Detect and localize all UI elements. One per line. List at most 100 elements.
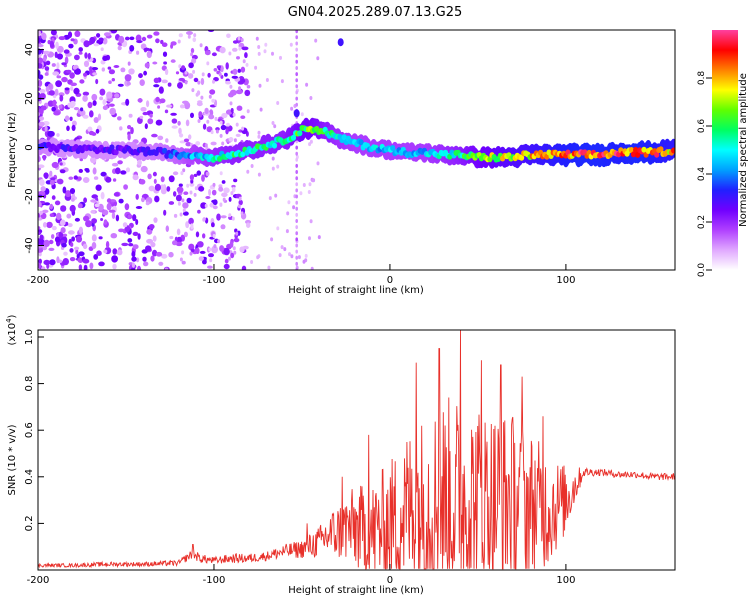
spectrogram-noise-cell [270, 237, 274, 242]
spectrogram-streak-cell [295, 96, 299, 101]
spectrogram-noise-cell [241, 46, 249, 51]
spectrogram-noise-cell [131, 267, 136, 270]
spectrogram-noise-cell [129, 36, 135, 41]
spectrogram-noise-cell [78, 251, 85, 257]
spectrogram-streak-cell [295, 249, 299, 254]
colorbar-ticks: 0.0 0.2 0.4 0.6 0.8 [697, 71, 712, 277]
spectrogram-noise-cell [309, 96, 313, 100]
spectrogram-noise-cell [237, 36, 241, 41]
snr-frame [37, 329, 676, 571]
spectrogram-noise-cell [220, 215, 227, 219]
spectrogram-noise-cell [68, 176, 74, 180]
spectrogram-noise-cell [45, 86, 50, 93]
spectrogram-noise-cell [87, 126, 93, 132]
spectrogram-noise-cell [225, 128, 229, 135]
spectrogram-ridge-cell [630, 151, 637, 158]
spectrogram-noise-cell [146, 50, 152, 59]
spectrogram-noise-cell [185, 119, 190, 127]
spectrogram-noise-cell [105, 241, 110, 249]
spectrogram-noise-cell [153, 217, 158, 223]
spectrogram-noise-cell [128, 113, 133, 118]
snr-ytick-label: 0.8 [24, 376, 35, 392]
spectrogram-ridge-cell [390, 145, 396, 151]
spectrogram-ytick-label: 40 [24, 43, 35, 56]
spectrogram-noise-cell [297, 255, 301, 260]
spectrogram-noise-cell [59, 94, 64, 102]
spectrogram-noise-cell [65, 190, 72, 198]
spectrogram-noise-cell [39, 116, 45, 121]
spectrogram-noise-cell [58, 36, 66, 41]
spectrogram-noise-cell [83, 197, 87, 203]
spectrogram-ridge-cell [628, 147, 635, 153]
spectrogram-noise-cell [158, 261, 164, 266]
spectrogram-noise-cell [232, 47, 238, 52]
spectrogram-noise-cell [206, 126, 213, 133]
spectrogram-noise-cell [64, 115, 70, 122]
spectrogram-noise-cell [94, 203, 100, 208]
spectrogram-ridge-cell [671, 147, 675, 154]
spectrogram-ridge-cell [519, 154, 525, 161]
spectrogram-noise-cell [283, 247, 287, 252]
spectrogram-noise-cell [61, 62, 67, 66]
spectrogram-noise-cell [224, 72, 228, 77]
spectrogram-noise-cell [214, 116, 218, 121]
spectrogram-noise-cell [54, 200, 61, 206]
spectrogram-noise-cell [42, 222, 47, 228]
spectrogram-noise-cell [38, 258, 42, 264]
spectrogram-noise-cell [127, 61, 131, 66]
spectrogram-noise-cell [100, 59, 106, 65]
spectrogram-noise-cell [182, 168, 186, 173]
spectrogram-ridge-cell [290, 134, 297, 141]
spectrogram-noise-cell [287, 200, 291, 205]
spectrogram-noise-cell [189, 182, 195, 187]
spectrogram-noise-cell [148, 224, 155, 230]
spectrogram-noise-cell [137, 233, 141, 240]
spectrogram-noise-cell [215, 129, 219, 134]
spectrogram-noise-cell [219, 202, 223, 207]
spectrogram-noise-cell [103, 219, 108, 225]
spectrogram-noise-cell [155, 38, 160, 44]
spectrogram-noise-cell [195, 92, 199, 97]
snr-xtick-label: -100 [203, 575, 226, 586]
spectrogram-noise-cell [124, 203, 130, 211]
spectrogram-noise-cell [91, 218, 97, 224]
spectrogram-noise-cell [205, 171, 210, 176]
spectrogram-noise-cell [44, 66, 50, 71]
spectrogram-noise-cell [310, 266, 314, 270]
spectrogram-noise-cell [229, 84, 233, 89]
spectrogram-noise-cell [207, 265, 213, 269]
snr-ytick-label: 1.0 [24, 329, 35, 345]
spectrogram-noise-cell [179, 212, 183, 217]
spectrogram-noise-cell [168, 175, 175, 183]
spectrogram-noise-cell [233, 178, 238, 183]
spectrogram-noise-cell [117, 45, 122, 51]
spectrogram-noise-cell [221, 112, 228, 119]
spectrogram-ridge-cell [658, 146, 664, 153]
spectrogram-noise-cell [52, 225, 57, 231]
spectrogram-noise-cell [70, 38, 75, 42]
spectrogram-noise-cell [38, 226, 41, 230]
spectrogram-noise-cell [316, 56, 320, 61]
spectrogram-noise-cell [56, 53, 64, 60]
spectrogram-noise-cell [178, 183, 183, 187]
spectrogram-noise-cell [62, 258, 69, 266]
spectrogram-noise-cell [77, 203, 83, 209]
spectrogram-noise-cell [38, 37, 41, 44]
spectrogram-noise-cell [131, 262, 135, 268]
spectrogram-noise-cell [236, 56, 240, 60]
spectrogram-noise-cell [92, 100, 97, 106]
spectrogram-noise-cell [51, 161, 59, 169]
spectrogram-noise-cell [43, 239, 50, 247]
spectrogram-noise-cell [111, 212, 116, 219]
spectrogram-noise-cell [185, 142, 192, 147]
spectrogram-noise-cell [221, 180, 226, 184]
spectrogram-noise-cell [230, 252, 235, 259]
spectrogram-noise-cell [271, 156, 275, 161]
spectrogram-noise-cell [188, 134, 192, 140]
spectrogram-noise-cell [192, 37, 197, 43]
spectrogram-noise-cell [233, 238, 240, 243]
spectrogram-noise-cell [52, 99, 57, 107]
spectrogram-noise-cell [100, 218, 104, 221]
spectrogram-noise-cell [121, 242, 129, 247]
spectrogram-noise-cell [44, 125, 48, 132]
